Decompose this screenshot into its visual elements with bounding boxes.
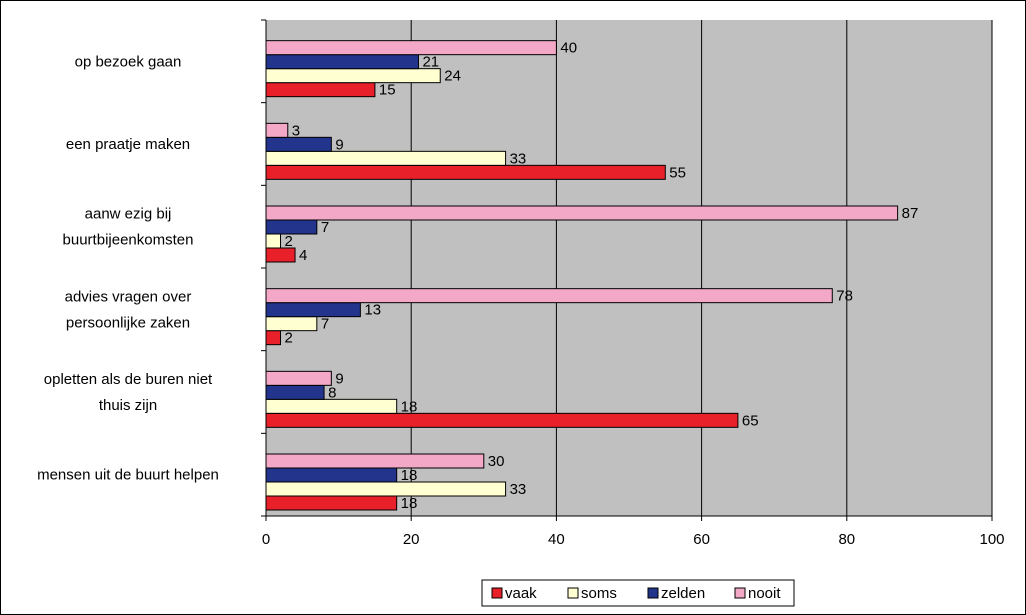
data-label: 24 xyxy=(444,68,461,85)
bar-zelden xyxy=(265,384,325,400)
bar-zelden xyxy=(265,302,361,318)
bar-nooit xyxy=(265,40,557,56)
x-tick-label: 40 xyxy=(548,531,565,548)
data-label: 4 xyxy=(299,247,307,264)
bar-soms xyxy=(265,233,282,249)
data-label: 2 xyxy=(285,233,293,250)
category-label: opletten als de buren niet xyxy=(44,371,213,388)
legend-label-zelden: zelden xyxy=(661,585,705,602)
data-label: 18 xyxy=(401,398,418,415)
legend-swatch-zelden xyxy=(647,587,659,599)
bar-vaak xyxy=(265,330,282,346)
bar-soms xyxy=(265,398,398,414)
bar-nooit xyxy=(265,205,899,221)
x-tick-label: 80 xyxy=(838,531,855,548)
bar-vaak xyxy=(265,247,296,263)
data-label: 7 xyxy=(321,219,329,236)
data-label: 2 xyxy=(285,330,293,347)
data-label: 3 xyxy=(292,122,300,139)
category-label: persoonlijke zaken xyxy=(66,314,190,331)
data-label: 30 xyxy=(488,453,505,470)
legend-swatch-soms xyxy=(567,587,579,599)
bar-vaak xyxy=(265,412,739,428)
data-label: 65 xyxy=(742,412,759,429)
data-label: 18 xyxy=(401,495,418,512)
data-label: 87 xyxy=(902,205,919,222)
plot-area xyxy=(266,20,992,516)
bar-zelden xyxy=(265,54,419,70)
legend: vaak soms zelden nooit xyxy=(481,579,795,607)
data-label: 33 xyxy=(510,150,527,167)
data-label: 55 xyxy=(669,164,686,181)
bar-nooit xyxy=(265,288,833,304)
category-label: op bezoek gaan xyxy=(75,53,182,70)
data-label: 40 xyxy=(560,40,577,57)
category-label: aanw ezig bij xyxy=(85,206,172,223)
legend-label-nooit: nooit xyxy=(748,585,781,602)
data-label: 15 xyxy=(379,82,396,99)
bar-vaak xyxy=(265,82,376,98)
legend-swatch-nooit xyxy=(734,587,746,599)
data-label: 78 xyxy=(836,288,853,305)
bar-zelden xyxy=(265,467,398,483)
category-label: advies vragen over xyxy=(65,288,192,305)
axes: 0 20 40 60 80 100 xyxy=(261,19,1005,548)
bar-nooit xyxy=(265,122,289,138)
bar-soms xyxy=(265,316,318,332)
data-label: 21 xyxy=(422,54,439,71)
bar-nooit xyxy=(265,370,332,386)
bars xyxy=(265,40,899,511)
legend-label-vaak: vaak xyxy=(505,585,537,602)
bar-zelden xyxy=(265,219,318,235)
data-label: 8 xyxy=(328,384,336,401)
data-label: 9 xyxy=(335,370,343,387)
data-label: 9 xyxy=(335,136,343,153)
bar-soms xyxy=(265,481,507,497)
category-label: thuis zijn xyxy=(99,397,157,414)
bar-soms xyxy=(265,150,507,166)
x-tick-label: 20 xyxy=(403,531,420,548)
bar-soms xyxy=(265,68,441,84)
data-label: 7 xyxy=(321,316,329,333)
data-label: 33 xyxy=(510,481,527,498)
category-label: buurtbijeenkomsten xyxy=(63,232,194,249)
bar-nooit xyxy=(265,453,485,469)
category-label: een praatje maken xyxy=(66,136,190,153)
bar-vaak xyxy=(265,164,666,180)
legend-swatch-vaak xyxy=(491,587,503,599)
category-label: mensen uit de buurt helpen xyxy=(37,467,219,484)
bar-zelden xyxy=(265,136,332,152)
bar-vaak xyxy=(265,495,398,511)
data-label: 18 xyxy=(401,467,418,484)
x-tick-label: 0 xyxy=(262,531,270,548)
x-tick-label: 100 xyxy=(979,531,1004,548)
legend-label-soms: soms xyxy=(581,585,617,602)
data-label: 13 xyxy=(364,302,381,319)
x-tick-label: 60 xyxy=(693,531,710,548)
